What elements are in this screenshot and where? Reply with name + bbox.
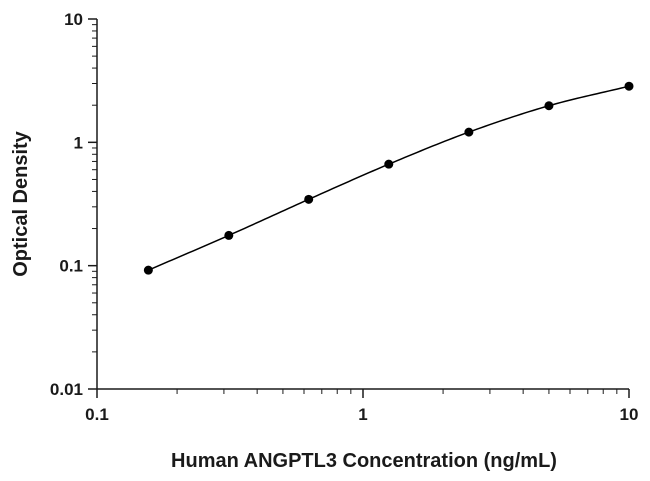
data-point	[624, 81, 634, 91]
data-point	[224, 230, 234, 240]
data-point	[544, 101, 554, 111]
x-axis-title: Human ANGPTL3 Concentration (ng/mL)	[171, 450, 557, 472]
data-point	[143, 265, 153, 275]
y-axis-title: Optical Density	[10, 130, 32, 276]
y-tick-label: 1	[74, 133, 83, 152]
y-tick-label: 10	[64, 10, 83, 29]
y-tick-label: 0.01	[50, 380, 83, 399]
y-tick-label: 0.1	[59, 257, 83, 276]
data-point	[384, 159, 394, 169]
data-point	[464, 127, 474, 137]
axes	[88, 18, 630, 398]
data-points	[143, 81, 634, 275]
data-point	[304, 194, 314, 204]
x-tick-label: 10	[620, 405, 639, 424]
fit-curve	[148, 85, 630, 271]
x-tick-label: 1	[358, 405, 367, 424]
fit-curve-group	[148, 85, 630, 271]
x-tick-label: 0.1	[85, 405, 109, 424]
